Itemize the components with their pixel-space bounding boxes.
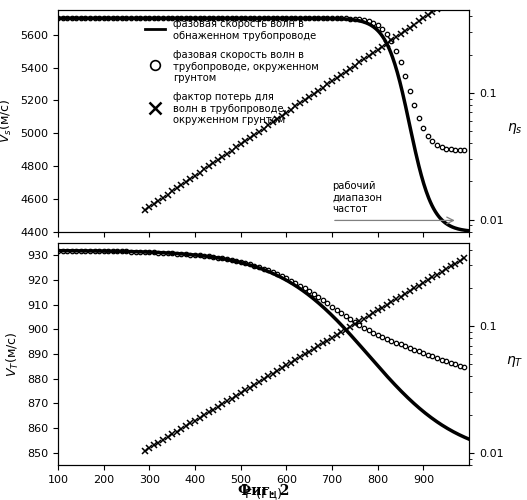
Y-axis label: $η_T$: $η_T$ <box>506 354 523 369</box>
Legend: фазовая скорость волн в
обнаженном трубопроводе, фазовая скорость волн в
трубопр: фазовая скорость волн в обнаженном трубо… <box>145 20 319 126</box>
Text: рабочий
диапазон
частот: рабочий диапазон частот <box>332 180 382 214</box>
Y-axis label: $V_s$(м/с): $V_s$(м/с) <box>0 98 14 144</box>
Y-axis label: $V_T$(м/с): $V_T$(м/с) <box>5 332 22 376</box>
X-axis label: F (Гц): F (Гц) <box>245 488 282 500</box>
Y-axis label: $η_s$: $η_s$ <box>506 121 522 136</box>
Text: Фиг. 2: Фиг. 2 <box>238 484 289 498</box>
